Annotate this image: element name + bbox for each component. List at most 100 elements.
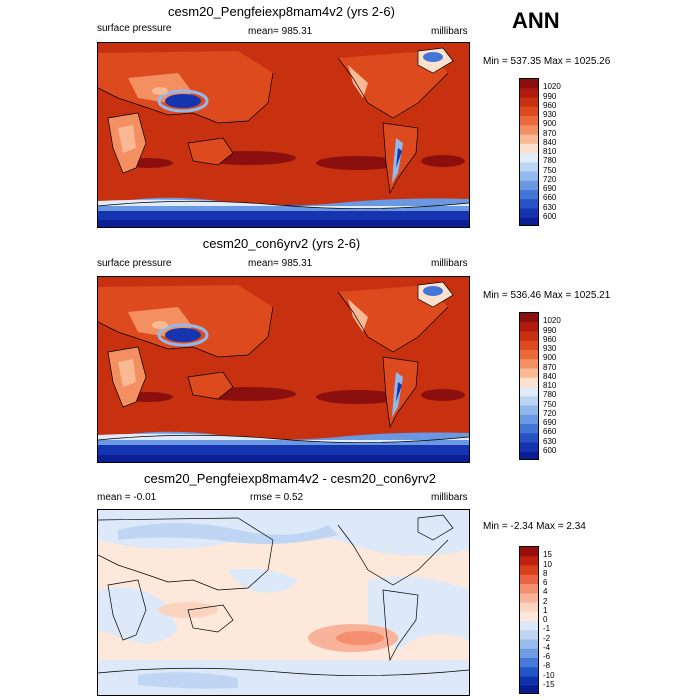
colorbar-tick-label: 840 <box>543 137 557 147</box>
colorbar-tick-label: 720 <box>543 408 557 418</box>
panel2-units-label: millibars <box>431 258 468 269</box>
colorbar-swatch <box>520 676 538 687</box>
colorbar-swatch <box>520 199 538 209</box>
panel3-minmax: Min = -2.34 Max = 2.34 <box>483 521 586 532</box>
colorbar-tick-label: -4 <box>543 642 551 652</box>
colorbar-tick-label: 2 <box>543 596 548 606</box>
colorbar-swatch <box>520 79 538 89</box>
colorbar-tick-label: -10 <box>543 670 555 680</box>
colorbar-swatch <box>520 162 538 172</box>
colorbar-swatch <box>520 396 538 406</box>
colorbar-swatch <box>520 667 538 677</box>
panel1-mean-label: mean= 985.31 <box>248 26 313 37</box>
panel2-minmax: Min = 536.46 Max = 1025.21 <box>483 290 611 301</box>
colorbar-swatch <box>520 602 538 613</box>
colorbar-tick-label: 15 <box>543 550 552 560</box>
colorbar-swatch <box>520 556 538 566</box>
colorbar-tick-label: 1020 <box>543 82 561 92</box>
panel3-mean-label: mean = -0.01 <box>97 492 157 503</box>
colorbar-tick-label: 900 <box>543 119 557 129</box>
colorbar-tick-label: -15 <box>543 679 555 689</box>
panel1-variable-label: surface pressure <box>97 23 172 34</box>
colorbar-tick-label: 960 <box>543 100 557 110</box>
panel2-colorbar: 1020 990 960 930 900 870 840 810 780 750 720 690 660… <box>519 312 561 460</box>
colorbar-tick-label: -8 <box>543 661 551 671</box>
panel1-units-label: millibars <box>431 26 468 37</box>
colorbar-tick-label: 900 <box>543 353 557 363</box>
colorbar-tick-label: 930 <box>543 110 557 119</box>
colorbar-swatch <box>520 171 538 182</box>
colorbar-tick-label: 930 <box>543 344 557 353</box>
colorbar-swatch <box>520 414 538 425</box>
colorbar-swatch <box>520 340 538 351</box>
colorbar-swatch <box>520 180 538 191</box>
colorbar-swatch <box>520 405 538 416</box>
colorbar-tick-label: 8 <box>543 568 548 578</box>
panel3-rmse-label: rmse = 0.52 <box>250 492 304 503</box>
panel2-variable-label: surface pressure <box>97 258 172 269</box>
colorbar-swatch <box>520 424 538 434</box>
colorbar-swatch <box>520 322 538 332</box>
colorbar-swatch <box>520 97 538 108</box>
colorbar-swatch <box>520 630 538 640</box>
colorbar-swatch <box>520 217 538 225</box>
colorbar-tick-label: 690 <box>543 184 557 193</box>
colorbar-swatch <box>520 611 538 622</box>
panel3-colorbar: 15 10 8 6 4 2 1 0 -1 -2 -4 -6 -8 -10 -15 <box>519 546 555 694</box>
colorbar-swatch <box>520 368 538 379</box>
season-label: ANN <box>512 8 560 33</box>
colorbar-tick-label: 660 <box>543 193 557 203</box>
colorbar-tick-label: 990 <box>543 325 557 335</box>
colorbar-swatch <box>520 134 538 145</box>
colorbar-tick-label: -1 <box>543 624 551 634</box>
colorbar-swatch <box>520 331 538 342</box>
colorbar-tick-label: 960 <box>543 334 557 344</box>
colorbar-tick-label: 1020 <box>543 316 561 326</box>
panel3-title: cesm20_Pengfeiexp8mam4v2 - cesm20_con6yr… <box>144 471 436 486</box>
colorbar-swatch <box>520 433 538 443</box>
panel1-minmax: Min = 537.35 Max = 1025.26 <box>483 56 611 67</box>
colorbar-swatch <box>520 143 538 154</box>
colorbar-swatch <box>520 451 538 459</box>
panel1-map <box>97 42 470 228</box>
panel2-mean-label: mean= 985.31 <box>248 258 313 269</box>
colorbar-swatch <box>520 359 538 369</box>
colorbar-swatch <box>520 442 538 453</box>
colorbar-tick-label: 810 <box>543 381 557 390</box>
colorbar-tick-label: 4 <box>543 587 548 597</box>
colorbar-swatch <box>520 621 538 631</box>
panel2-title: cesm20_con6yrv2 (yrs 2-6) <box>202 236 361 251</box>
colorbar-swatch <box>520 116 538 126</box>
colorbar-swatch <box>520 593 538 603</box>
colorbar-swatch <box>520 208 538 219</box>
colorbar-swatch <box>520 574 538 585</box>
colorbar-swatch <box>520 88 538 98</box>
colorbar-tick-label: 660 <box>543 427 557 437</box>
colorbar-swatch <box>520 658 538 668</box>
colorbar-swatch <box>520 648 538 659</box>
panel1-colorbar: 1020 990 960 930 900 870 840 810 780 750 720 690 660… <box>519 78 561 226</box>
panel1-title: cesm20_Pengfeiexp8mam4v2 (yrs 2-6) <box>168 4 395 19</box>
colorbar-tick-label: 600 <box>543 211 557 221</box>
colorbar-tick-label: 990 <box>543 91 557 101</box>
colorbar-swatch <box>520 106 538 117</box>
colorbar-tick-label: 600 <box>543 445 557 455</box>
colorbar-tick-label: 630 <box>543 436 557 446</box>
colorbar-swatch <box>520 387 538 397</box>
colorbar-tick-label: 810 <box>543 147 557 156</box>
colorbar-tick-label: 720 <box>543 174 557 184</box>
colorbar-swatch <box>520 565 538 576</box>
colorbar-swatch <box>520 377 538 388</box>
colorbar-tick-label: 750 <box>543 399 557 409</box>
colorbar-tick-label: 10 <box>543 559 552 569</box>
colorbar-tick-label: 690 <box>543 418 557 427</box>
colorbar-swatch <box>520 639 538 650</box>
colorbar-swatch <box>520 547 538 557</box>
colorbar-tick-label: 630 <box>543 202 557 212</box>
colorbar-swatch <box>520 125 538 135</box>
colorbar-tick-label: -2 <box>543 633 551 643</box>
colorbar-swatch <box>520 350 538 360</box>
colorbar-swatch <box>520 685 538 693</box>
colorbar-tick-label: 780 <box>543 156 557 166</box>
colorbar-tick-label: 6 <box>543 578 548 587</box>
